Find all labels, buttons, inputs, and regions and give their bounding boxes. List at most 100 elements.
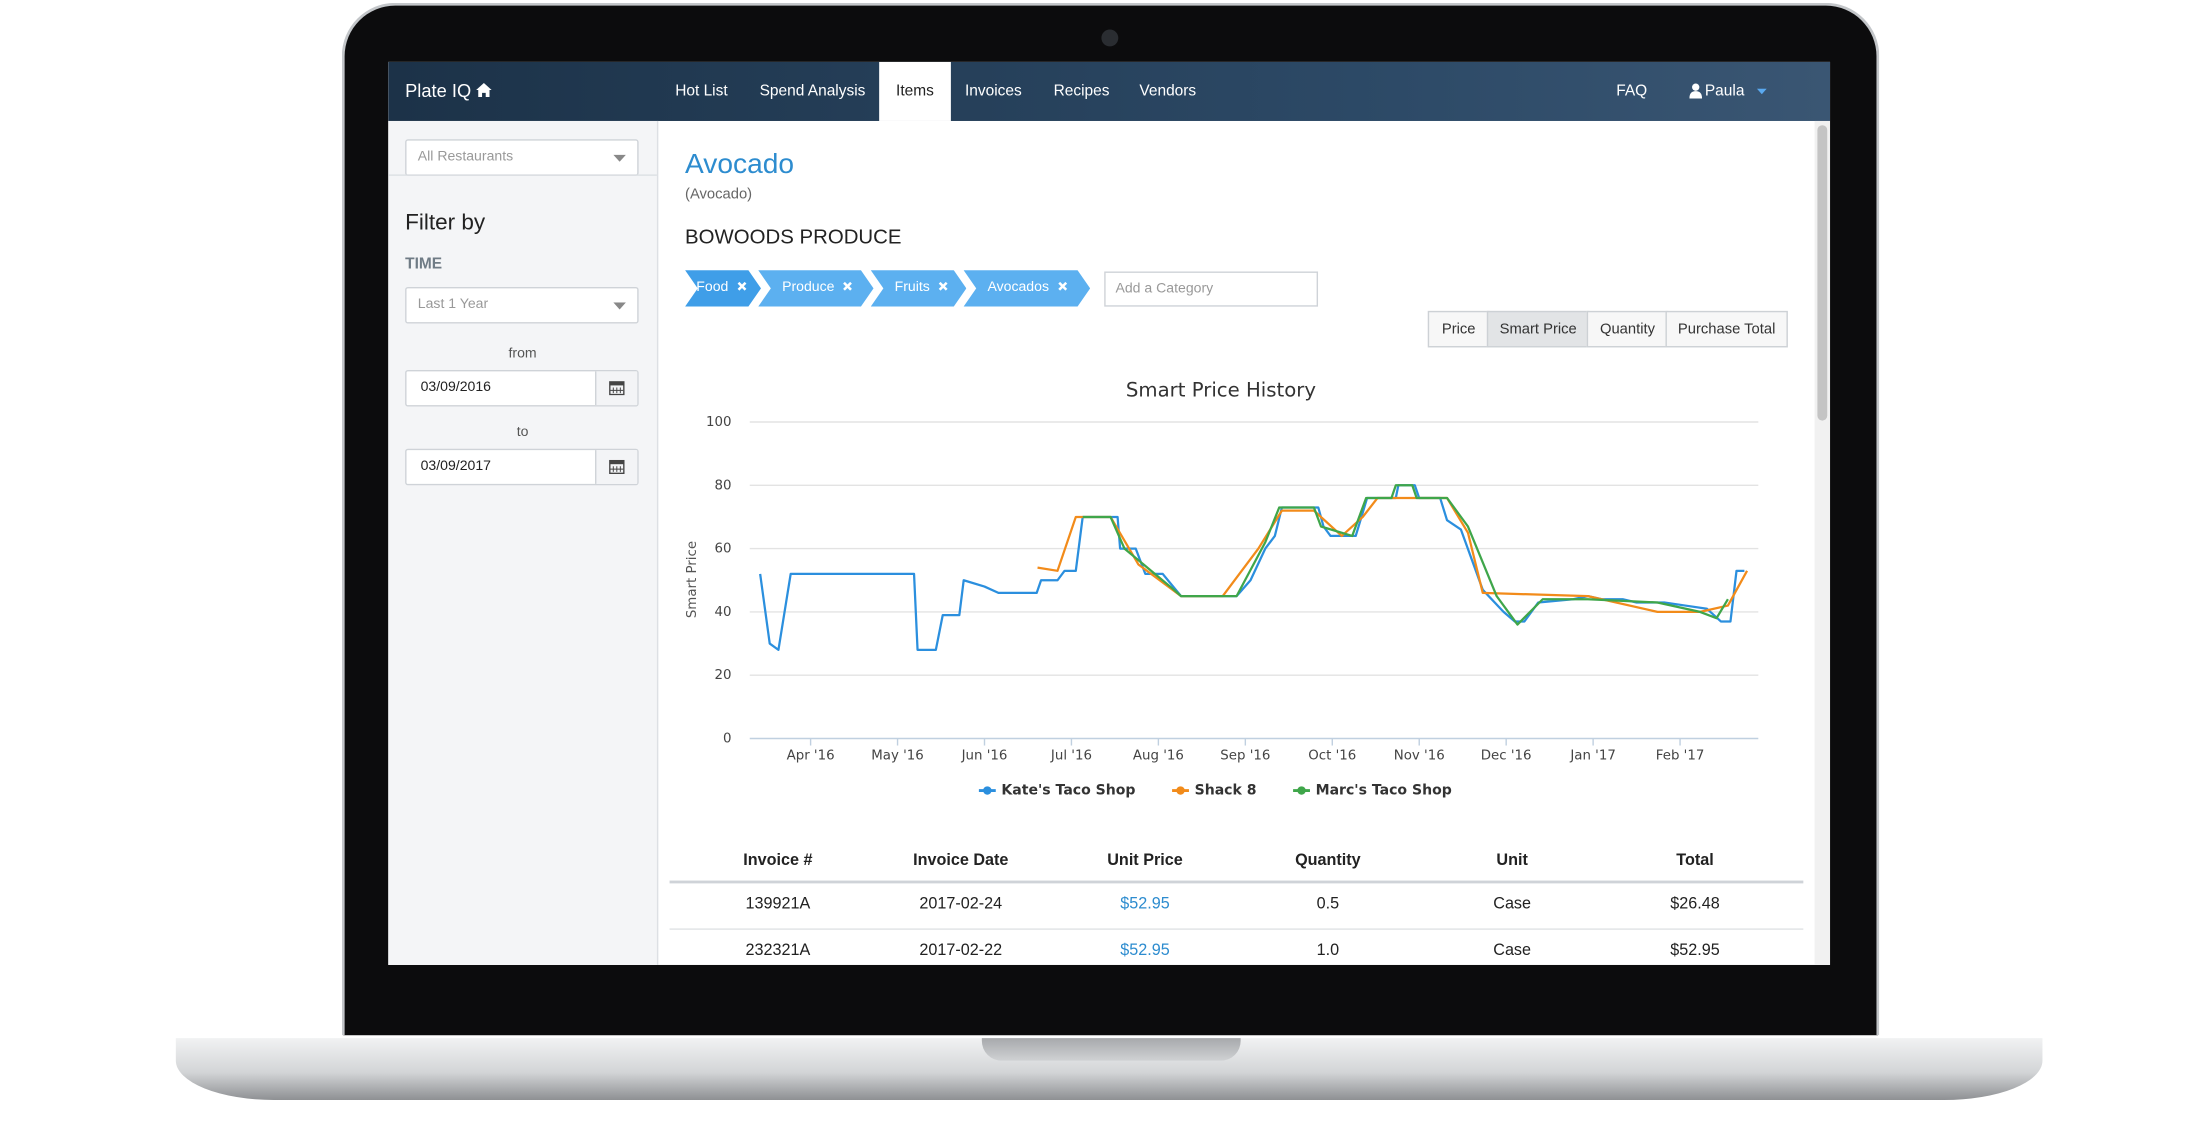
sidebar: All Restaurants Filter by TIME Last 1 Ye… [388, 120, 659, 965]
tag-label: Produce [782, 279, 835, 296]
chart-area: Smart Price History Smart Price 0 20 40 60 8… [685, 379, 1759, 799]
table-cell: 0.5 [1316, 896, 1340, 913]
nav-link[interactable]: Vendors [1139, 82, 1197, 100]
from-label: from [508, 346, 537, 362]
table-cell: $26.48 [1670, 896, 1720, 913]
remove-icon[interactable] [737, 281, 747, 291]
home-icon [476, 82, 492, 98]
time-label: TIME [405, 256, 443, 273]
table-cell: Case [1493, 942, 1532, 960]
table-cell[interactable]: $52.95 [1120, 896, 1170, 913]
time-select[interactable]: Last 1 Year [405, 286, 639, 324]
y-tick-label: 20 [714, 668, 731, 683]
faq-link[interactable]: FAQ [1616, 82, 1648, 100]
caret [1756, 88, 1767, 95]
table-cell: 2017-02-22 [919, 942, 1003, 960]
chart: Smart Price History Smart Price 0 20 40 60 8… [685, 379, 1759, 799]
remove-icon[interactable] [938, 281, 948, 291]
x-tick-label: Jan '17 [1569, 748, 1616, 763]
legend-label: Shack 8 [1195, 783, 1257, 799]
row-rule [669, 928, 1804, 930]
x-tick-label: Jul '16 [1050, 748, 1092, 763]
caret [613, 302, 626, 310]
remove-icon[interactable] [1057, 281, 1067, 291]
calendar-icon [609, 381, 625, 396]
legend-marker [1176, 786, 1185, 795]
remove-icon[interactable] [843, 281, 853, 291]
to-date[interactable]: 03/09/2017 [405, 448, 639, 486]
user-menu[interactable]: Paula [1704, 82, 1745, 100]
from-date[interactable]: 03/09/2016 [405, 369, 639, 407]
y-tick-label: 0 [723, 731, 732, 746]
x-tick-label: Jun '16 [961, 748, 1008, 763]
y-tick-label: 40 [714, 605, 731, 620]
laptop-notch [981, 1038, 1241, 1061]
x-tick-label: Sep '16 [1220, 748, 1270, 763]
vendor-name: BOWOODS PRODUCE [685, 226, 902, 249]
x-tick-label: Feb '17 [1656, 748, 1705, 763]
tag-label: Food [696, 279, 729, 296]
header-rule [669, 880, 1804, 884]
caret [613, 154, 626, 162]
legend-label: Kate's Taco Shop [1001, 783, 1135, 799]
category-tag[interactable]: Avocados [964, 270, 1091, 307]
table-header: Quantity [1295, 852, 1361, 870]
to-label: to [516, 424, 529, 441]
legend-label: Marc's Taco Shop [1316, 783, 1452, 799]
y-tick-label: 100 [706, 415, 731, 430]
table-cell: Case [1493, 896, 1532, 913]
date-text: 03/09/2017 [420, 458, 492, 475]
navbar: Plate IQ FAQ Paula Hot List Spend Analysi… [388, 61, 1831, 121]
view-button[interactable]: Smart Price [1486, 310, 1590, 348]
camera [1101, 29, 1119, 47]
filter-title: Filter by [405, 210, 486, 235]
x-tick-label: Oct '16 [1308, 748, 1356, 763]
view-button[interactable]: Purchase Total [1665, 310, 1788, 348]
y-tick-label: 80 [714, 478, 731, 493]
table-cell[interactable]: $52.95 [1120, 942, 1170, 960]
x-tick-label: Nov '16 [1394, 748, 1445, 763]
x-tick-label: May '16 [871, 748, 924, 763]
nav-link[interactable]: Recipes [1053, 82, 1110, 100]
table-header: Invoice Date [913, 852, 1009, 870]
screen: Plate IQ FAQ Paula Hot List Spend Analysi… [388, 61, 1831, 965]
table-header: Unit [1496, 852, 1528, 870]
table-header: Unit Price [1107, 852, 1183, 870]
user-icon [1689, 83, 1703, 99]
x-tick-label: Apr '16 [787, 748, 835, 763]
table-cell: 1.0 [1316, 942, 1340, 960]
y-tick-label: 60 [714, 542, 731, 557]
table-cell: 2017-02-24 [919, 896, 1003, 913]
calendar-button[interactable] [595, 450, 638, 484]
y-axis-label: Smart Price [685, 541, 700, 618]
brand[interactable]: Plate IQ [405, 80, 472, 102]
calendar-icon [609, 459, 625, 475]
series-line [1037, 496, 1749, 614]
scroll-thumb[interactable] [1817, 125, 1828, 421]
tag-label: Avocados [987, 279, 1050, 296]
select-text: Last 1 Year [417, 296, 489, 313]
table-cell: 139921A [745, 896, 811, 913]
chart-title: Smart Price History [1126, 379, 1316, 402]
date-text: 03/09/2016 [420, 379, 492, 396]
series-line [1082, 484, 1729, 626]
category-tag[interactable]: Fruits [871, 270, 967, 307]
nav-link[interactable]: Items [879, 61, 951, 121]
nav-link[interactable]: Spend Analysis [759, 82, 866, 100]
view-button[interactable]: Quantity [1586, 310, 1669, 348]
category-tag[interactable]: Food [685, 270, 761, 307]
view-button[interactable]: Price [1427, 310, 1490, 348]
category-input[interactable]: Add a Category [1104, 271, 1319, 307]
nav-link[interactable]: Hot List [675, 82, 728, 100]
item-subname: (Avocado) [685, 185, 753, 203]
select-text: All Restaurants [417, 149, 514, 165]
category-tag[interactable]: Produce [758, 270, 873, 307]
calendar-button[interactable] [595, 371, 638, 406]
legend-marker [983, 786, 992, 795]
table-cell: 232321A [745, 942, 811, 960]
item-name: Avocado [685, 149, 795, 181]
scrollbar [1814, 120, 1831, 965]
table-cell: $52.95 [1670, 942, 1720, 960]
legend-marker [1297, 786, 1306, 795]
nav-link[interactable]: Invoices [964, 82, 1022, 100]
